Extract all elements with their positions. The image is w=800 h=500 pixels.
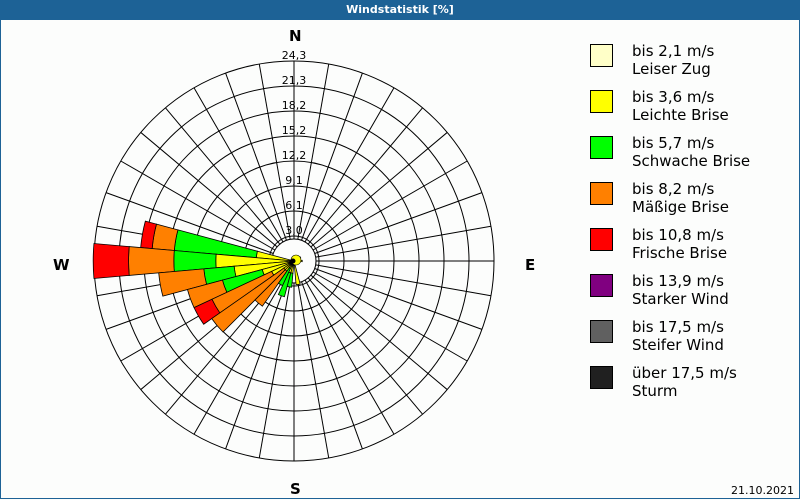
- legend-range: bis 13,9 m/s: [632, 272, 724, 290]
- rose-segment: [193, 298, 221, 325]
- rose-segment: [186, 279, 228, 309]
- legend-swatch: [590, 182, 613, 205]
- legend-label: Frische Brise: [632, 244, 728, 262]
- ring-label: 24,3: [282, 49, 307, 62]
- legend-swatch: [590, 90, 613, 113]
- rose-segment: [128, 246, 175, 276]
- legend-label: Leichte Brise: [632, 106, 729, 124]
- rose-segment: [277, 271, 292, 298]
- legend-swatch: [590, 320, 613, 343]
- rose-segment: [92, 243, 130, 279]
- ring-label: 3,0: [285, 224, 303, 237]
- west-label: W: [53, 256, 70, 274]
- legend-label: Steifer Wind: [632, 336, 724, 354]
- legend-swatch: [590, 44, 613, 67]
- legend-label: Mäßige Brise: [632, 198, 729, 216]
- ring-label: 12,2: [282, 149, 307, 162]
- rose-segment: [286, 272, 294, 288]
- legend-range: bis 10,8 m/s: [632, 226, 724, 244]
- legend-range: bis 5,7 m/s: [632, 134, 715, 152]
- ring-label: 9,1: [285, 174, 303, 187]
- legend-swatch: [590, 274, 613, 297]
- legend-label: Schwache Brise: [632, 152, 751, 170]
- ring-label: 21,3: [282, 74, 307, 87]
- rose-segment: [151, 223, 179, 251]
- legend-range: bis 8,2 m/s: [632, 180, 715, 198]
- legend-label: Sturm: [632, 382, 678, 400]
- ring-label: 15,2: [282, 124, 307, 137]
- legend-range: bis 2,1 m/s: [632, 42, 715, 60]
- south-label: S: [290, 480, 301, 498]
- rose-segment: [254, 269, 288, 307]
- ring-label: 18,2: [282, 99, 307, 112]
- legend-label: Starker Wind: [632, 290, 729, 308]
- legend-range: über 17,5 m/s: [632, 364, 737, 382]
- legend-range: bis 17,5 m/s: [632, 318, 724, 336]
- legend-label: Leiser Zug: [632, 60, 711, 78]
- legend-swatch: [590, 366, 613, 389]
- ring-label: 6,1: [285, 199, 303, 212]
- date-label: 21.10.2021: [731, 484, 794, 497]
- legend-swatch: [590, 136, 613, 159]
- rose-segment: [211, 267, 286, 333]
- rose-segment: [158, 268, 208, 297]
- legend-swatch: [590, 228, 613, 251]
- rose-segment: [140, 220, 157, 250]
- north-label: N: [289, 27, 302, 45]
- east-label: E: [525, 256, 536, 274]
- chart-title: Windstatistik [%]: [0, 0, 800, 20]
- legend-range: bis 3,6 m/s: [632, 88, 715, 106]
